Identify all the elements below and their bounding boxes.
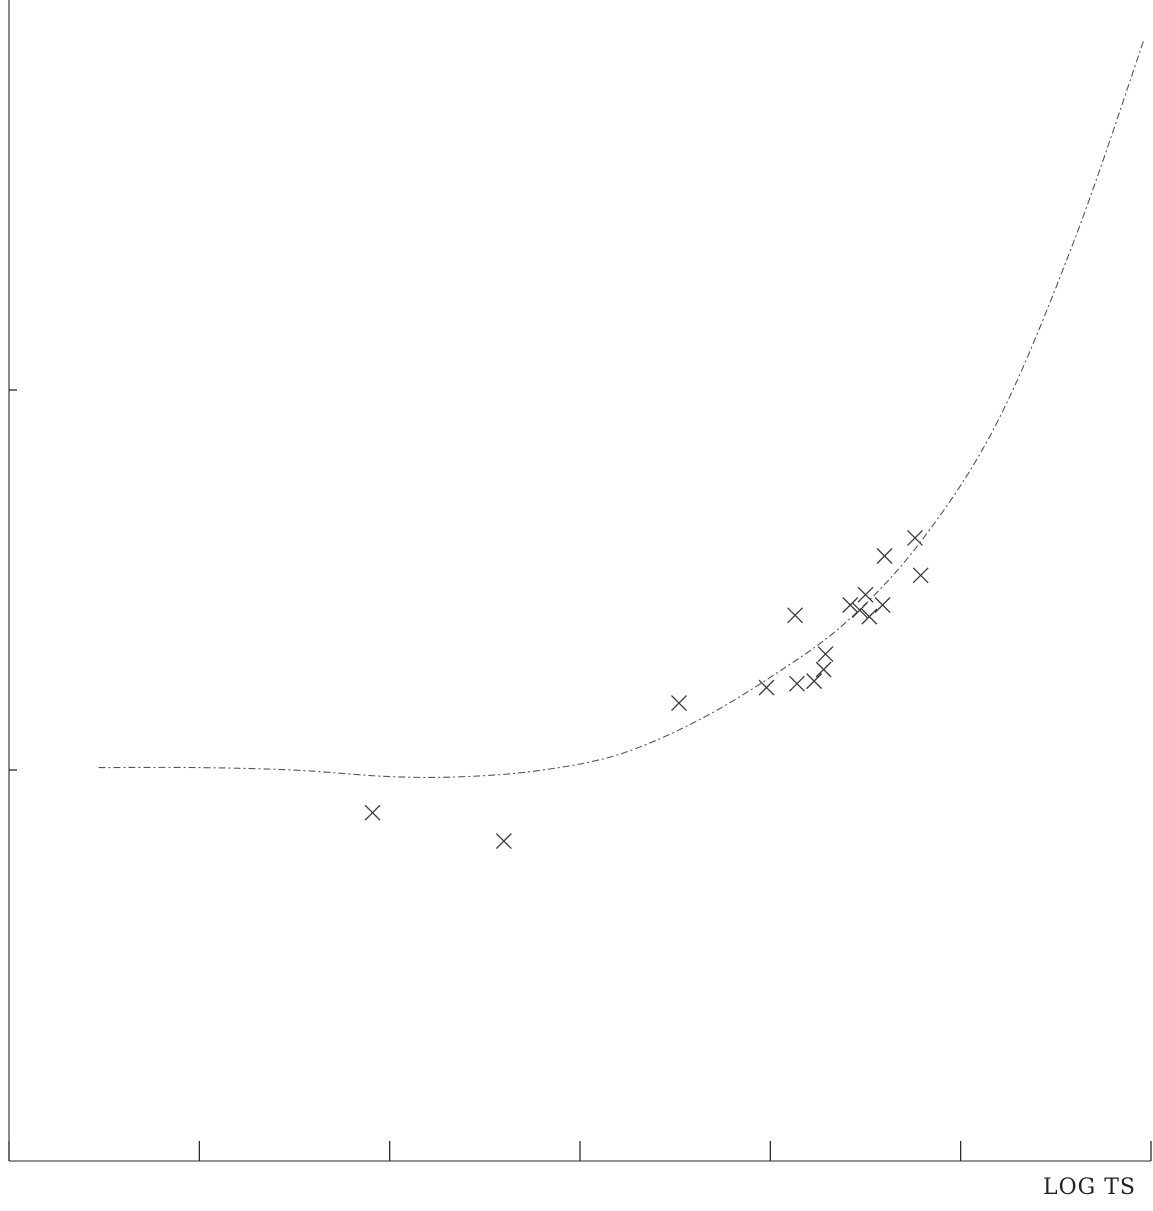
x-axis-label: LOG TS [1043, 1175, 1136, 1200]
data-point [671, 695, 687, 712]
data-point [789, 675, 805, 692]
data-point [876, 548, 893, 564]
axes [8, 0, 1151, 1162]
data-point [787, 607, 804, 624]
data-point [806, 673, 823, 690]
data-point [857, 586, 874, 603]
data-point [912, 567, 929, 584]
x-axis-ticks [8, 1141, 1152, 1161]
data-point [364, 804, 381, 821]
data-point [861, 608, 878, 625]
data-point [851, 602, 868, 619]
data-point [815, 661, 832, 678]
data-point [495, 833, 512, 850]
data-point [817, 646, 834, 662]
data-point [842, 597, 859, 613]
data-point [907, 529, 923, 546]
data-point [874, 597, 891, 613]
data-point [758, 679, 775, 696]
fitted-curve [98, 41, 1144, 778]
data-points [364, 529, 929, 850]
